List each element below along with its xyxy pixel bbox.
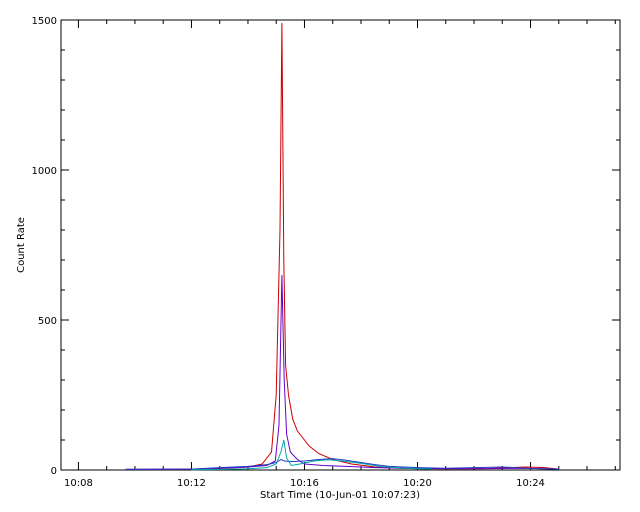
x-tick-label: 10:16	[290, 478, 319, 489]
x-axis: 10:08 10:12 10:16 10:20 10:24	[64, 20, 616, 489]
y-tick-label: 1500	[32, 16, 57, 27]
x-tick-label: 10:08	[64, 478, 93, 489]
series-line-cyan	[191, 439, 432, 471]
plot-frame	[60, 19, 621, 471]
y-tick-label: 500	[38, 316, 57, 327]
series-line-red	[125, 22, 559, 470]
x-tick-label: 10:12	[177, 478, 206, 489]
y-axis-label: Count Rate	[16, 217, 27, 273]
y-axis: 0 500 1000 1500	[32, 16, 620, 477]
series-line-purple	[125, 274, 559, 470]
y-tick-label: 1000	[32, 166, 57, 177]
x-tick-label: 10:20	[403, 478, 432, 489]
series-line-blue	[125, 458, 559, 470]
x-axis-label: Start Time (10-Jun-01 10:07:23)	[260, 490, 420, 501]
series-layer	[125, 22, 559, 471]
y-tick-label: 0	[51, 466, 57, 477]
x-tick-label: 10:24	[516, 478, 545, 489]
